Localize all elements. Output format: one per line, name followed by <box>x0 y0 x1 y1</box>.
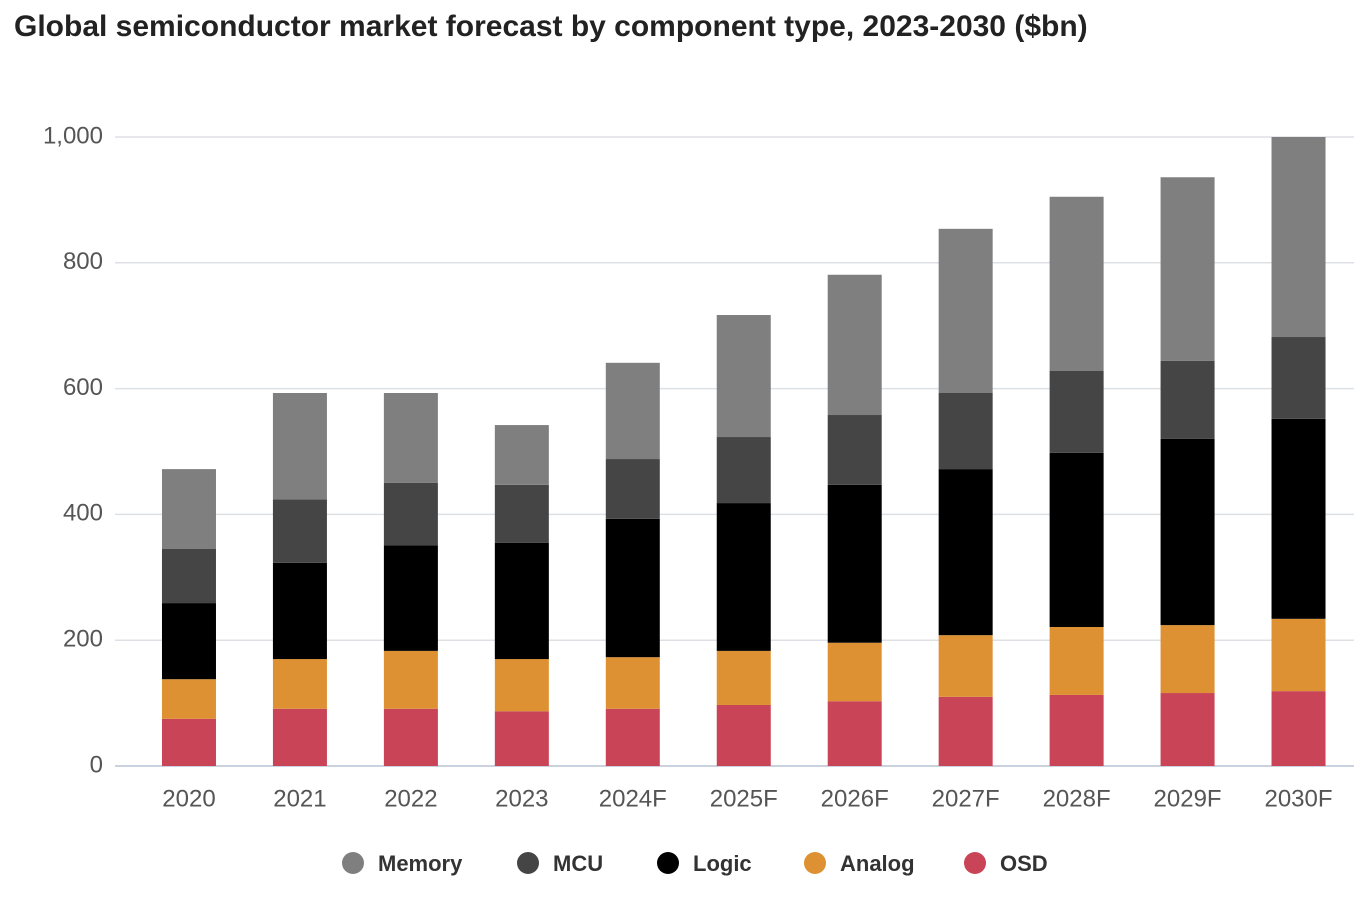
bar-segment <box>716 315 771 438</box>
bar-segment <box>1271 337 1326 419</box>
legend-label: Analog <box>840 851 915 876</box>
legend-marker <box>804 852 826 874</box>
bar-segment <box>272 499 327 563</box>
x-tick-label: 2024F <box>599 785 667 812</box>
bar-segment <box>827 274 882 416</box>
bar-segment <box>383 545 438 651</box>
bar-segment <box>605 362 660 460</box>
legend-label: Logic <box>693 851 752 876</box>
bar-segment <box>494 711 549 766</box>
bar-segment <box>161 548 216 604</box>
y-tick-label: 1,000 <box>43 122 103 149</box>
bar-segment <box>161 718 216 766</box>
bar-segment <box>1160 625 1215 694</box>
bar-segment <box>827 701 882 766</box>
x-tick-label: 2029F <box>1154 785 1222 812</box>
legend-label: MCU <box>553 851 603 876</box>
chart-title: Global semiconductor market forecast by … <box>14 10 1088 43</box>
bar-segment <box>161 469 216 549</box>
y-tick-label: 200 <box>63 626 103 653</box>
y-tick-label: 400 <box>63 500 103 527</box>
bar-segment <box>716 503 771 651</box>
bar-segment <box>938 228 993 394</box>
bar-segment <box>1271 137 1326 338</box>
bar-segment <box>1271 618 1326 692</box>
bar-segment <box>161 603 216 680</box>
bar-segment <box>494 542 549 660</box>
bar-segment <box>1049 370 1104 453</box>
x-tick-label: 2021 <box>273 785 326 812</box>
bar-segment <box>383 482 438 546</box>
bar-segment <box>1049 694 1104 766</box>
bar-segment <box>716 437 771 504</box>
x-tick-label: 2028F <box>1043 785 1111 812</box>
bar-segment <box>272 708 327 766</box>
bar-segment <box>272 393 327 500</box>
bar-segment <box>938 393 993 470</box>
bar-segment <box>272 562 327 660</box>
bar-segment <box>605 459 660 519</box>
bar-segment <box>827 484 882 643</box>
bar-segment <box>1049 452 1104 627</box>
x-tick-label: 2020 <box>162 785 215 812</box>
bar-segment <box>383 650 438 709</box>
bar-segment <box>1271 418 1326 619</box>
bar-segment <box>161 679 216 719</box>
legend-marker <box>517 852 539 874</box>
legend-marker <box>657 852 679 874</box>
y-tick-label: 600 <box>63 374 103 401</box>
y-tick-label: 800 <box>63 248 103 275</box>
bar-segment <box>827 415 882 485</box>
bar-segment <box>494 659 549 712</box>
bar-segment <box>938 696 993 766</box>
bar-segment <box>1049 626 1104 695</box>
x-tick-label: 2023 <box>495 785 548 812</box>
x-tick-label: 2026F <box>821 785 889 812</box>
bar-segment <box>494 425 549 485</box>
bar-segment <box>383 708 438 766</box>
x-tick-label: 2030F <box>1264 785 1332 812</box>
bar-segment <box>1160 177 1215 361</box>
bar-segment <box>1160 438 1215 626</box>
bar-segment <box>938 469 993 636</box>
x-tick-label: 2027F <box>932 785 1000 812</box>
x-tick-label: 2025F <box>710 785 778 812</box>
bar-segment <box>827 642 882 702</box>
bar-segment <box>605 708 660 766</box>
legend-marker <box>342 852 364 874</box>
x-tick-label: 2022 <box>384 785 437 812</box>
bar-segment <box>1049 196 1104 371</box>
bar-segment <box>938 635 993 697</box>
bar-segment <box>1160 360 1215 439</box>
bar-segment <box>1160 693 1215 766</box>
legend-label: Memory <box>378 851 463 876</box>
bar-segment <box>1271 691 1326 766</box>
bar-segment <box>716 650 771 705</box>
legend-marker <box>964 852 986 874</box>
bar-segment <box>605 518 660 658</box>
bar-segment <box>272 659 327 709</box>
legend-label: OSD <box>1000 851 1048 876</box>
bar-segment <box>383 393 438 483</box>
bar-segment <box>716 704 771 766</box>
bar-segment <box>494 484 549 543</box>
bar-segment <box>605 657 660 709</box>
y-tick-label: 0 <box>90 751 103 778</box>
